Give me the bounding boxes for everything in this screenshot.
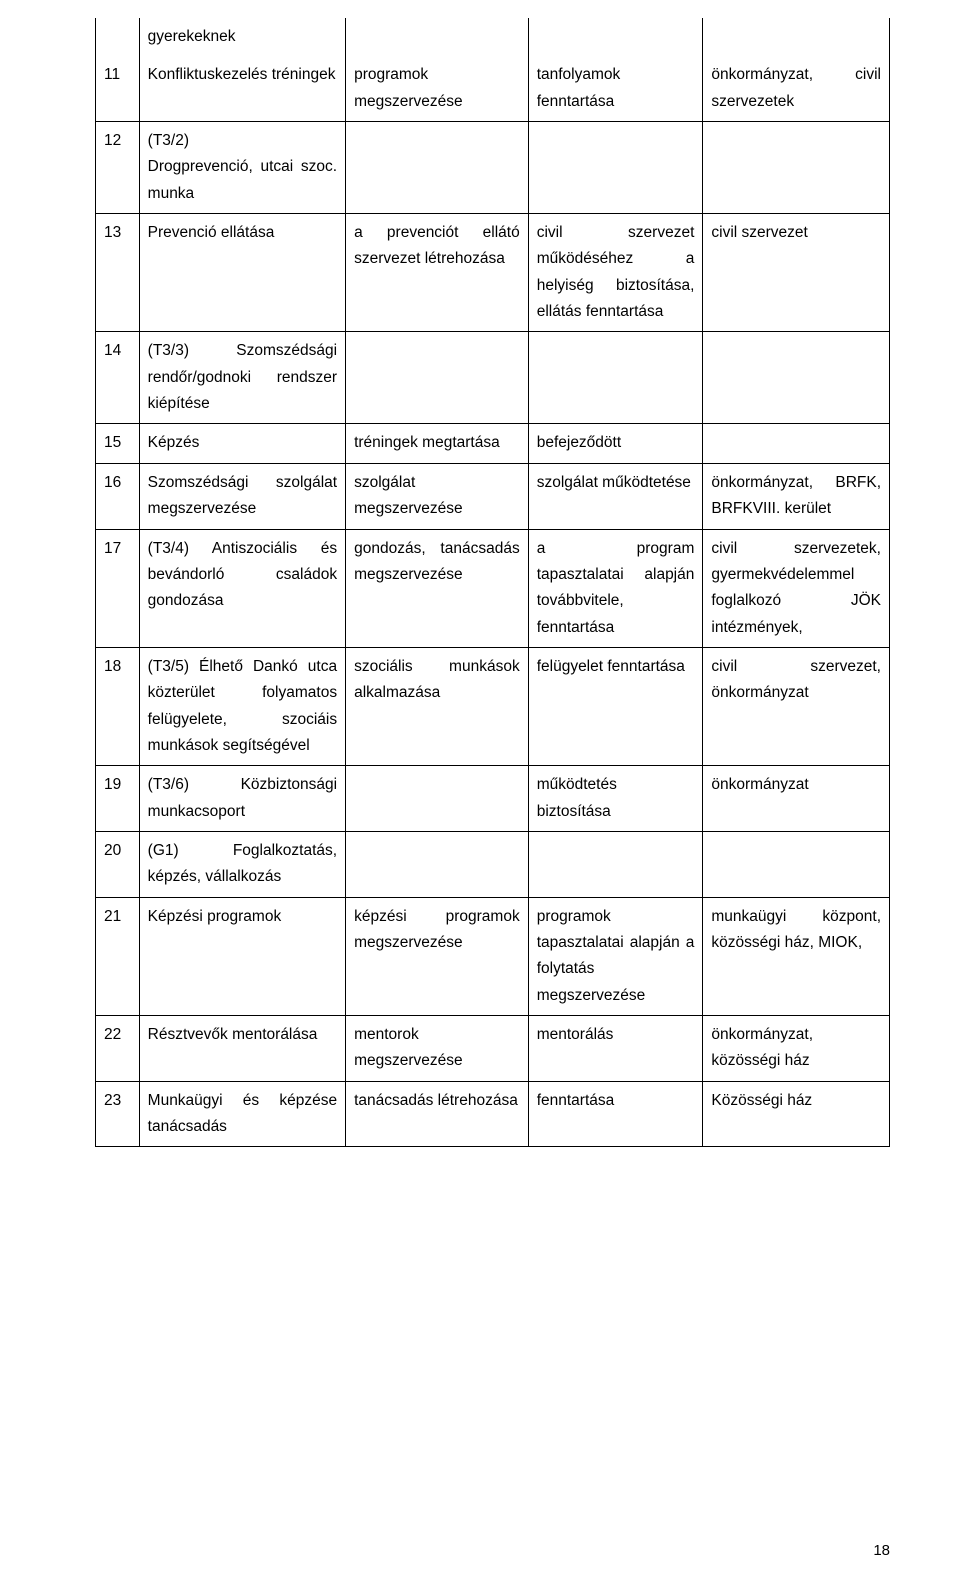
- cell: a prevenciót ellátó szervezet létrehozás…: [346, 214, 529, 332]
- cell: programok tapasztalatai alapján a folyta…: [528, 897, 703, 1015]
- row-num: 16: [96, 463, 140, 529]
- table-row: 19 (T3/6) Közbiztonsági munkacsoport műk…: [96, 766, 890, 832]
- cell: szociális munkások alkalmazása: [346, 647, 529, 765]
- cell: [528, 831, 703, 897]
- cell: (T3/6) Közbiztonsági munkacsoport: [139, 766, 345, 832]
- cell: [703, 332, 890, 424]
- cell: szolgálat megszervezése: [346, 463, 529, 529]
- cell: önkormányzat, BRFK, BRFKVIII. kerület: [703, 463, 890, 529]
- cell: Közösségi ház: [703, 1081, 890, 1147]
- cell: önkormányzat, közösségi ház: [703, 1016, 890, 1082]
- table-row: 21 Képzési programok képzési programok m…: [96, 897, 890, 1015]
- cell: [703, 18, 890, 56]
- row-num: 17: [96, 529, 140, 647]
- table-row: 15 Képzés tréningek megtartása befejeződ…: [96, 424, 890, 463]
- row-num: 23: [96, 1081, 140, 1147]
- cell: [703, 831, 890, 897]
- page-number: 18: [873, 1542, 890, 1559]
- cell: Szomszédsági szolgálat megszervezése: [139, 463, 345, 529]
- table-row: 14 (T3/3) Szomszédsági rendőr/godnoki re…: [96, 332, 890, 424]
- cell: mentorok megszervezése: [346, 1016, 529, 1082]
- cell: felügyelet fenntartása: [528, 647, 703, 765]
- cell: önkormányzat, civil szervezetek: [703, 56, 890, 121]
- cell: (T3/5) Élhető Dankó utca közterület foly…: [139, 647, 345, 765]
- row-num: 12: [96, 122, 140, 214]
- cell: befejeződött: [528, 424, 703, 463]
- row-num: 19: [96, 766, 140, 832]
- text-line: (T3/2): [148, 132, 189, 149]
- cell: Prevenció ellátása: [139, 214, 345, 332]
- cell: (T3/2) Drogprevenció, utcai szoc. munka: [139, 122, 345, 214]
- data-table: gyerekeknek 11 Konfliktuskezelés tréning…: [95, 18, 890, 1147]
- cell: Képzés: [139, 424, 345, 463]
- cell: (G1) Foglalkoztatás, képzés, vállalkozás: [139, 831, 345, 897]
- cell: önkormányzat: [703, 766, 890, 832]
- document-page: gyerekeknek 11 Konfliktuskezelés tréning…: [0, 0, 960, 1589]
- cell: tanfolyamok fenntartása: [528, 56, 703, 121]
- row-num: [96, 18, 140, 56]
- cell: [346, 332, 529, 424]
- cell: civil szervezet működéséhez a helyiség b…: [528, 214, 703, 332]
- row-num: 20: [96, 831, 140, 897]
- table-row: 20 (G1) Foglalkoztatás, képzés, vállalko…: [96, 831, 890, 897]
- cell: tréningek megtartása: [346, 424, 529, 463]
- cell: civil szervezetek, gyermekvédelemmel fog…: [703, 529, 890, 647]
- cell: gondozás, tanácsadás megszervezése: [346, 529, 529, 647]
- cell: [703, 122, 890, 214]
- cell: Képzési programok: [139, 897, 345, 1015]
- cell: gyerekeknek: [139, 18, 345, 56]
- table-row: 16 Szomszédsági szolgálat megszervezése …: [96, 463, 890, 529]
- cell: [346, 831, 529, 897]
- row-num: 18: [96, 647, 140, 765]
- cell: képzési programok megszervezése: [346, 897, 529, 1015]
- table-row: 17 (T3/4) Antiszociális és bevándorló cs…: [96, 529, 890, 647]
- row-num: 22: [96, 1016, 140, 1082]
- cell: szolgálat működtetése: [528, 463, 703, 529]
- cell: [528, 122, 703, 214]
- cell: mentorálás: [528, 1016, 703, 1082]
- cell: munkaügyi központ, közösségi ház, MIOK,: [703, 897, 890, 1015]
- cell: [346, 18, 529, 56]
- table-row: 13 Prevenció ellátása a prevenciót ellát…: [96, 214, 890, 332]
- text-line: Drogprevenció, utcai szoc. munka: [148, 158, 337, 201]
- cell: [528, 332, 703, 424]
- cell: fenntartása: [528, 1081, 703, 1147]
- row-num: 15: [96, 424, 140, 463]
- table-row: gyerekeknek: [96, 18, 890, 56]
- cell: civil szervezet, önkormányzat: [703, 647, 890, 765]
- cell: [346, 122, 529, 214]
- cell: [346, 766, 529, 832]
- cell: tanácsadás létrehozása: [346, 1081, 529, 1147]
- row-num: 14: [96, 332, 140, 424]
- cell: programok megszervezése: [346, 56, 529, 121]
- row-num: 21: [96, 897, 140, 1015]
- cell: Munkaügyi és képzése tanácsadás: [139, 1081, 345, 1147]
- cell: [528, 18, 703, 56]
- table-row: 23 Munkaügyi és képzése tanácsadás tanác…: [96, 1081, 890, 1147]
- table-row: 12 (T3/2) Drogprevenció, utcai szoc. mun…: [96, 122, 890, 214]
- cell: (T3/4) Antiszociális és bevándorló csalá…: [139, 529, 345, 647]
- row-num: 13: [96, 214, 140, 332]
- cell: (T3/3) Szomszédsági rendőr/godnoki rends…: [139, 332, 345, 424]
- cell: [703, 424, 890, 463]
- table-row: 11 Konfliktuskezelés tréningek programok…: [96, 56, 890, 121]
- cell: működtetés biztosítása: [528, 766, 703, 832]
- table-row: 18 (T3/5) Élhető Dankó utca közterület f…: [96, 647, 890, 765]
- cell: Konfliktuskezelés tréningek: [139, 56, 345, 121]
- cell: civil szervezet: [703, 214, 890, 332]
- cell: Résztvevők mentorálása: [139, 1016, 345, 1082]
- table-row: 22 Résztvevők mentorálása mentorok megsz…: [96, 1016, 890, 1082]
- cell: a program tapasztalatai alapján továbbvi…: [528, 529, 703, 647]
- row-num: 11: [96, 56, 140, 121]
